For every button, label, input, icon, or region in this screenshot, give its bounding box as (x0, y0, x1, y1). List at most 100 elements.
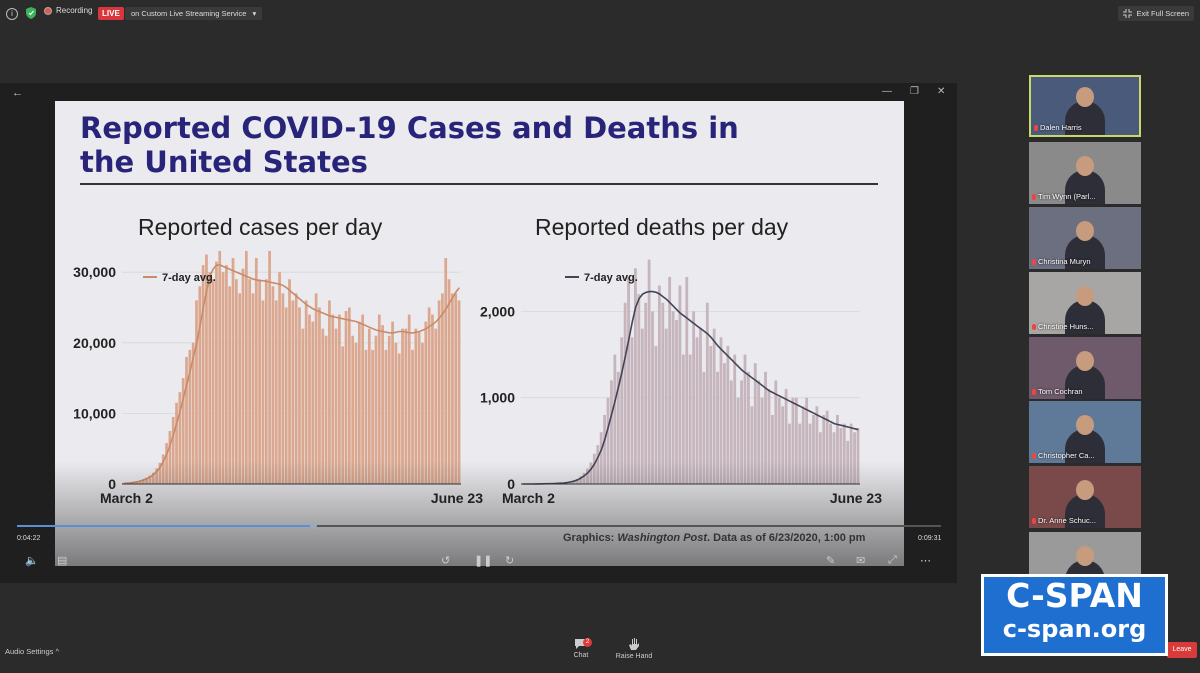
playback-progress-bar[interactable] (17, 522, 941, 529)
bar (829, 423, 833, 484)
volume-icon[interactable]: 🔈 (25, 555, 39, 567)
raise-hand-button[interactable]: Raise Hand (612, 638, 656, 660)
bar (291, 300, 295, 484)
bar (421, 342, 424, 484)
bar (457, 300, 461, 484)
participant-face (1076, 351, 1094, 371)
participant-name-tag: Christina Muryn (1032, 257, 1091, 266)
bar (241, 268, 245, 484)
bar (794, 397, 798, 484)
participant-name-tag: Christine Huns... (1032, 322, 1093, 331)
participant-tile[interactable]: Tim Wynn (Parl... (1029, 142, 1141, 204)
bar (441, 293, 444, 484)
mail-icon[interactable]: ✉ (856, 555, 866, 567)
y-tick-label: 1,000 (480, 390, 515, 406)
pause-icon[interactable]: ❚❚ (474, 555, 493, 567)
captions-icon[interactable]: ▤ (57, 555, 68, 567)
progress-knob[interactable] (309, 522, 317, 529)
participant-face (1076, 221, 1094, 241)
bar (351, 335, 355, 484)
bar (238, 293, 242, 484)
y-tick-label: 10,000 (73, 405, 116, 421)
back-arrow-icon[interactable]: ← (12, 87, 23, 99)
participant-face (1076, 480, 1094, 500)
participant-tile[interactable]: Tom Cochran (1029, 337, 1141, 399)
bar (331, 314, 335, 484)
rewind-10-icon[interactable]: ↺ (441, 555, 451, 567)
participant-face (1076, 156, 1094, 176)
participant-tile[interactable]: Dalen Harris (1029, 75, 1141, 137)
recording-label: Recording (56, 6, 93, 15)
bar (747, 371, 750, 484)
slide-title-line1: Reported COVID-19 Cases and Deaths in (80, 111, 739, 145)
fullscreen-icon[interactable]: ⤢ (888, 554, 897, 566)
bar (764, 371, 767, 484)
exit-fullscreen-icon (1123, 9, 1133, 18)
bar (798, 423, 802, 484)
close-icon[interactable]: ✕ (937, 86, 946, 97)
deaths-chart-title: Reported deaths per day (535, 214, 789, 240)
bar (401, 328, 404, 484)
minimize-icon[interactable]: — (882, 86, 892, 97)
exit-full-screen-button[interactable]: Exit Full Screen (1118, 6, 1194, 21)
bar (411, 349, 414, 484)
participant-tile[interactable]: Christine Huns... (1029, 272, 1141, 334)
bar (361, 314, 365, 484)
bar (836, 414, 839, 484)
bar (334, 328, 338, 484)
bar (377, 314, 381, 484)
participant-tile[interactable]: Christopher Ca... (1029, 401, 1141, 463)
bar (709, 345, 713, 484)
bar (381, 325, 384, 484)
bar (640, 328, 644, 484)
bar (185, 356, 188, 484)
audio-settings-button[interactable]: Audio Settings ^ (5, 647, 59, 656)
participant-face (1076, 546, 1094, 566)
bar (681, 354, 685, 484)
forward-30-icon[interactable]: ↻ (505, 555, 515, 567)
info-icon[interactable]: i (6, 8, 18, 20)
bar (668, 276, 672, 484)
participant-name-tag: Tim Wynn (Parl... (1032, 192, 1096, 201)
stream-service-dropdown[interactable]: on Custom Live Streaming Service ▾ (125, 7, 263, 20)
bar (723, 363, 726, 484)
bar (308, 314, 311, 484)
live-badge[interactable]: LIVE (98, 7, 124, 20)
bar (225, 265, 228, 484)
bar (218, 251, 222, 484)
chat-button[interactable]: 2 Chat (566, 638, 596, 659)
bar (774, 380, 778, 484)
title-divider (80, 183, 878, 185)
bar (815, 406, 819, 484)
more-options-icon[interactable]: ⋯ (920, 555, 931, 567)
edit-icon[interactable]: ✎ (826, 555, 836, 567)
bar (231, 258, 235, 484)
muted-mic-icon (1032, 258, 1036, 265)
muted-mic-icon (1034, 124, 1038, 131)
bar (341, 346, 345, 484)
recording-indicator[interactable]: Recording (44, 6, 92, 15)
exit-full-screen-label: Exit Full Screen (1136, 9, 1189, 18)
bar (258, 279, 261, 484)
participant-tile[interactable]: Dr. Anne Schuc... (1029, 466, 1141, 528)
shield-icon[interactable] (26, 7, 36, 19)
bar (447, 279, 451, 484)
bar (281, 293, 285, 484)
chevron-up-icon: ^ (55, 647, 59, 656)
participant-face (1076, 286, 1094, 306)
bar (853, 432, 856, 484)
restore-icon[interactable]: ❐ (910, 86, 919, 97)
bar (688, 354, 692, 484)
participant-name: Christine Huns... (1038, 322, 1094, 331)
bar (344, 311, 348, 484)
participant-tile[interactable]: Christina Muryn (1029, 207, 1141, 269)
bar (338, 314, 341, 484)
bar (832, 432, 836, 484)
bar (705, 302, 709, 484)
bar (407, 314, 411, 484)
leave-button[interactable]: Leave (1167, 642, 1197, 658)
bar (311, 321, 315, 484)
bar (251, 293, 255, 484)
bar (729, 380, 733, 484)
bar (842, 423, 846, 484)
